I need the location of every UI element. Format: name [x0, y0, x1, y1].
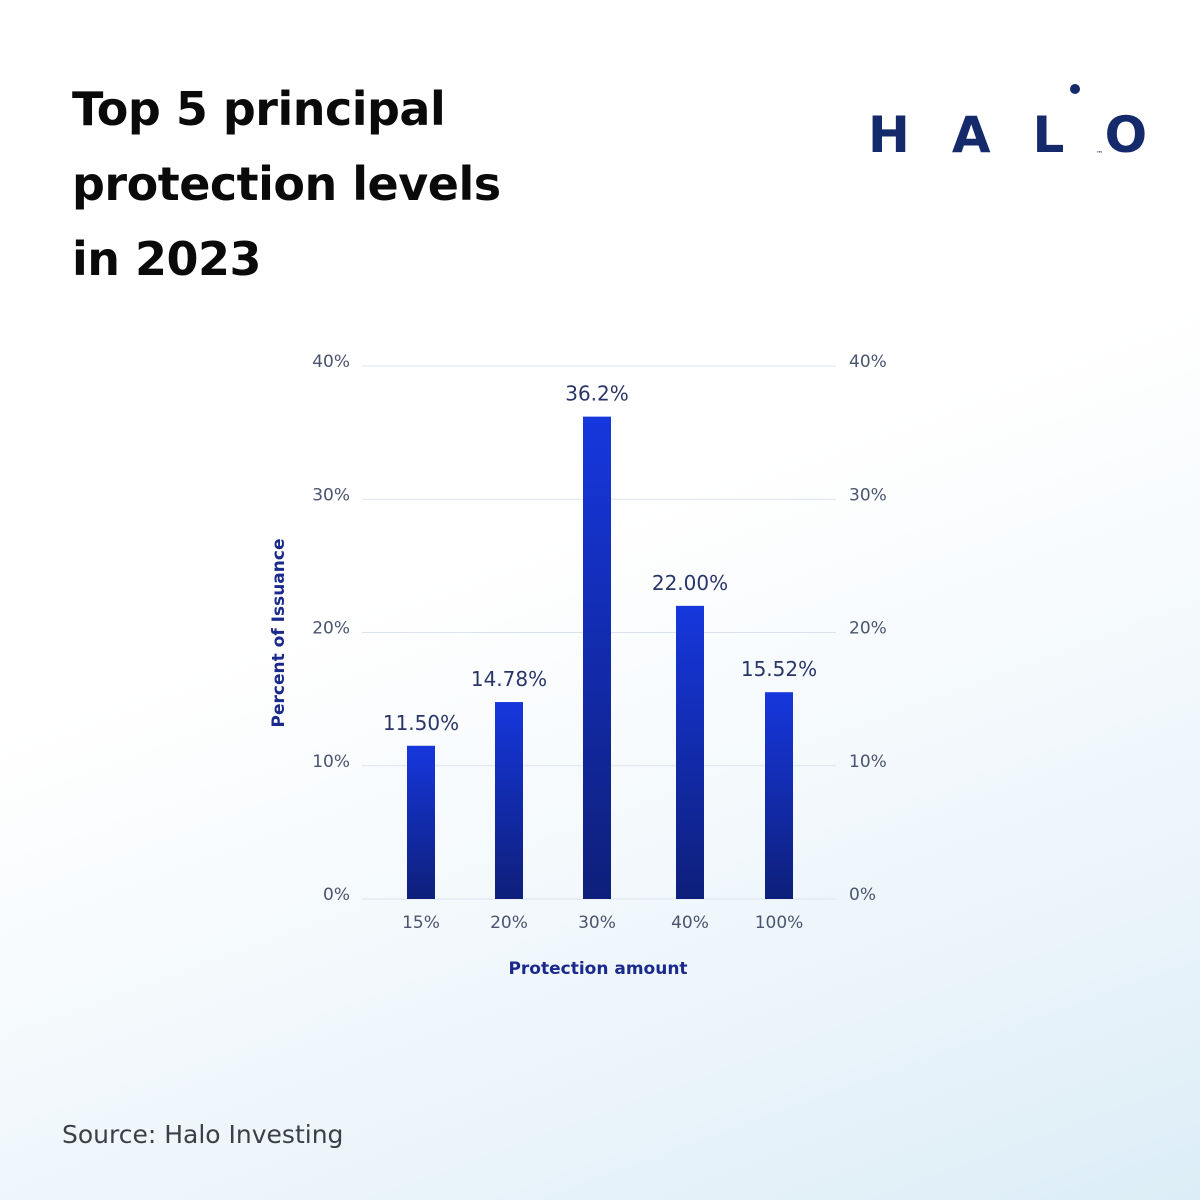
source-note: Source: Halo Investing	[62, 1120, 344, 1149]
halo-logo: HALO ™	[868, 84, 1147, 164]
bar	[495, 702, 523, 899]
data-label: 11.50%	[383, 711, 459, 735]
bar	[583, 416, 611, 899]
x-tick-label: 100%	[755, 913, 804, 933]
y-axis-label: Percent of Issuance	[269, 539, 289, 728]
data-label: 22.00%	[652, 571, 728, 595]
x-tick-label: 15%	[402, 913, 440, 933]
logo-trademark: ™	[1096, 150, 1103, 158]
data-label: 15.52%	[741, 657, 817, 681]
y-axis-left: 0% 10% 20% 30% 40%	[312, 352, 350, 905]
x-tick-label: 40%	[671, 913, 709, 933]
y-tick-label: 30%	[312, 485, 350, 505]
y-tick-label-right: 40%	[849, 352, 887, 372]
title-line: in 2023	[72, 232, 262, 286]
x-tick-label: 30%	[578, 913, 616, 933]
y-tick-label-right: 20%	[849, 619, 887, 639]
bar	[407, 745, 435, 899]
data-label: 14.78%	[471, 667, 547, 691]
logo-wordmark: HALO	[868, 106, 1190, 164]
bar	[676, 605, 704, 899]
data-label: 36.2%	[565, 382, 629, 406]
title-line: protection levels	[72, 157, 501, 211]
x-axis: 15% 20% 30% 40% 100%	[402, 913, 803, 933]
y-tick-label: 20%	[312, 619, 350, 639]
bar	[765, 692, 793, 899]
x-tick-label: 20%	[490, 913, 528, 933]
y-tick-label: 10%	[312, 752, 350, 772]
y-tick-label: 40%	[312, 352, 350, 372]
chart-title: Top 5 principal protection levels in 202…	[72, 72, 501, 297]
x-axis-label: Protection amount	[508, 959, 687, 979]
y-tick-label-right: 10%	[849, 752, 887, 772]
y-tick-label-right: 0%	[849, 885, 876, 905]
data-labels: 11.50% 14.78% 36.2% 22.00% 15.52%	[383, 382, 817, 735]
y-tick-label-right: 30%	[849, 485, 887, 505]
logo-dot-icon	[1070, 84, 1080, 94]
y-tick-label: 0%	[323, 885, 350, 905]
y-axis-right: 0% 10% 20% 30% 40%	[849, 352, 887, 905]
bars	[407, 416, 793, 899]
title-line: Top 5 principal	[72, 82, 446, 136]
